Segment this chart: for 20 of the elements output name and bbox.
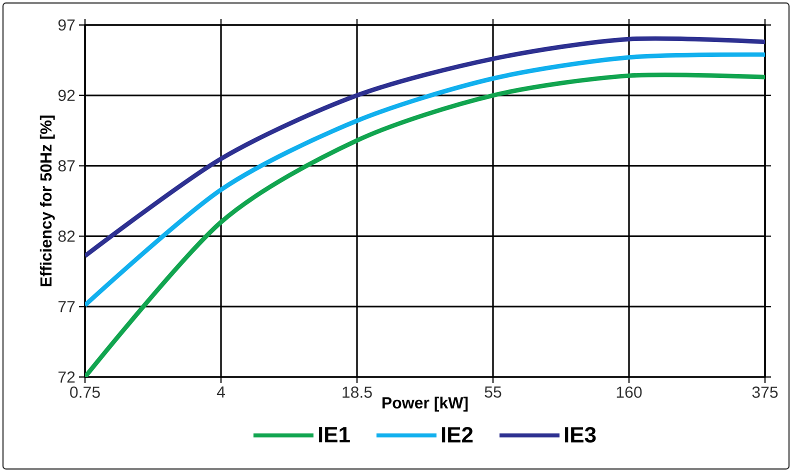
x-tick-label: 4 xyxy=(216,386,225,398)
line-series xyxy=(85,52,765,308)
line-series xyxy=(85,72,765,377)
legend-label: IE2 xyxy=(442,426,473,442)
x-tick-label: 160 xyxy=(616,386,642,398)
legend-label: IE1 xyxy=(318,427,350,442)
line-series xyxy=(85,36,765,258)
y-tick-label: 87 xyxy=(58,160,75,172)
y-tick-label: 82 xyxy=(58,230,75,242)
y-axis-title: Efficiency for 50Hz [%] xyxy=(40,116,55,286)
x-tick-label: 18.5 xyxy=(342,386,372,398)
y-tick-label: 92 xyxy=(58,90,75,102)
x-tick-label: 55 xyxy=(484,386,502,398)
x-tick-label: 0.75 xyxy=(70,386,100,398)
x-tick-label: 375 xyxy=(752,386,778,398)
y-tick-label: 72 xyxy=(58,371,75,383)
y-tick-label: 77 xyxy=(58,301,75,312)
y-tick-label: 97 xyxy=(58,19,75,31)
x-axis-title: Power [kW] xyxy=(382,396,468,412)
legend-label: IE3 xyxy=(564,426,596,443)
